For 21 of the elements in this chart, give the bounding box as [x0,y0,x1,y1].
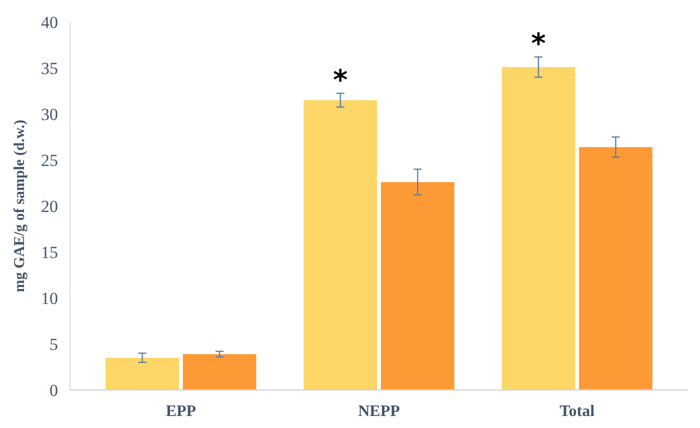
y-tick-label: 0 [50,380,58,400]
x-tick-label: Total [560,403,596,420]
y-tick-label: 30 [41,104,58,124]
annotation: * [333,63,348,96]
y-tick-label: 10 [41,288,58,308]
bar [106,358,179,390]
y-tick-label: 35 [41,58,58,78]
x-tick-label: NEPP [358,403,400,420]
bar [579,147,652,390]
y-axis-title: mg GAE/g of sample (d.w.) [12,120,28,292]
bar [304,100,378,390]
annotation: * [531,26,546,60]
bar [502,67,576,390]
y-tick-label: 40 [41,12,58,32]
y-tick-label: 15 [41,242,58,262]
y-tick-label: 5 [50,334,58,354]
y-tick-label: 20 [41,196,58,216]
y-tick-label: 25 [41,150,58,170]
bar [380,182,454,390]
x-tick-label: EPP [166,403,196,420]
bar [182,354,256,390]
